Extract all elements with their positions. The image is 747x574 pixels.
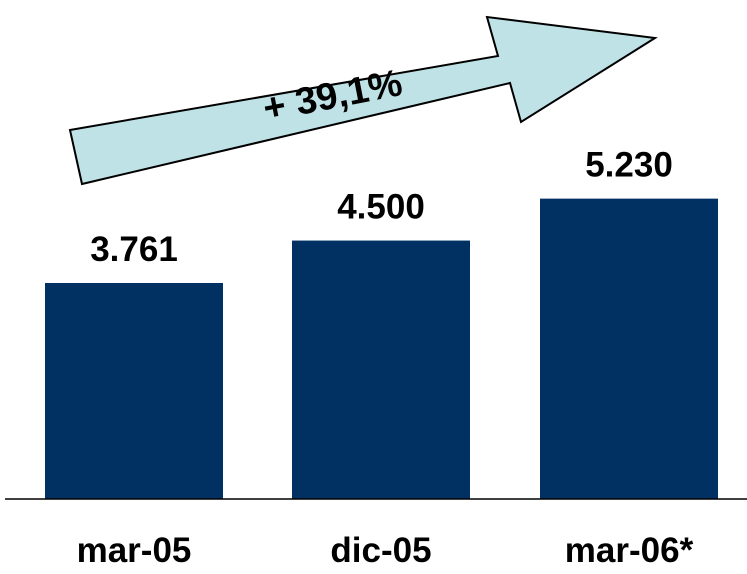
category-label-mar-05: mar-05	[77, 531, 192, 570]
category-labels-group: mar-05 dic-05 mar-06*	[77, 531, 694, 570]
growth-arrow: + 39,1%	[68, 15, 658, 186]
bars-group	[45, 198, 718, 500]
bar-mar-05	[45, 283, 223, 499]
value-label-mar-05: 3.761	[90, 230, 178, 269]
category-label-mar-06*: mar-06*	[565, 531, 694, 570]
bar-dic-05	[292, 240, 470, 499]
value-label-dic-05: 4.500	[337, 188, 425, 227]
category-label-dic-05: dic-05	[330, 531, 431, 570]
arrow-shape	[68, 15, 658, 186]
value-label-mar-06*: 5.230	[585, 146, 673, 185]
bar-mar-06*	[540, 198, 718, 500]
value-labels-group: 3.761 4.500 5.230	[90, 146, 673, 269]
